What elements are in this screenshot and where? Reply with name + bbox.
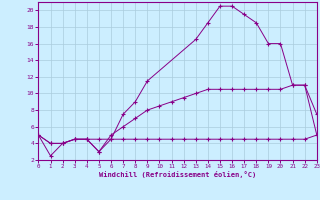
X-axis label: Windchill (Refroidissement éolien,°C): Windchill (Refroidissement éolien,°C) <box>99 171 256 178</box>
